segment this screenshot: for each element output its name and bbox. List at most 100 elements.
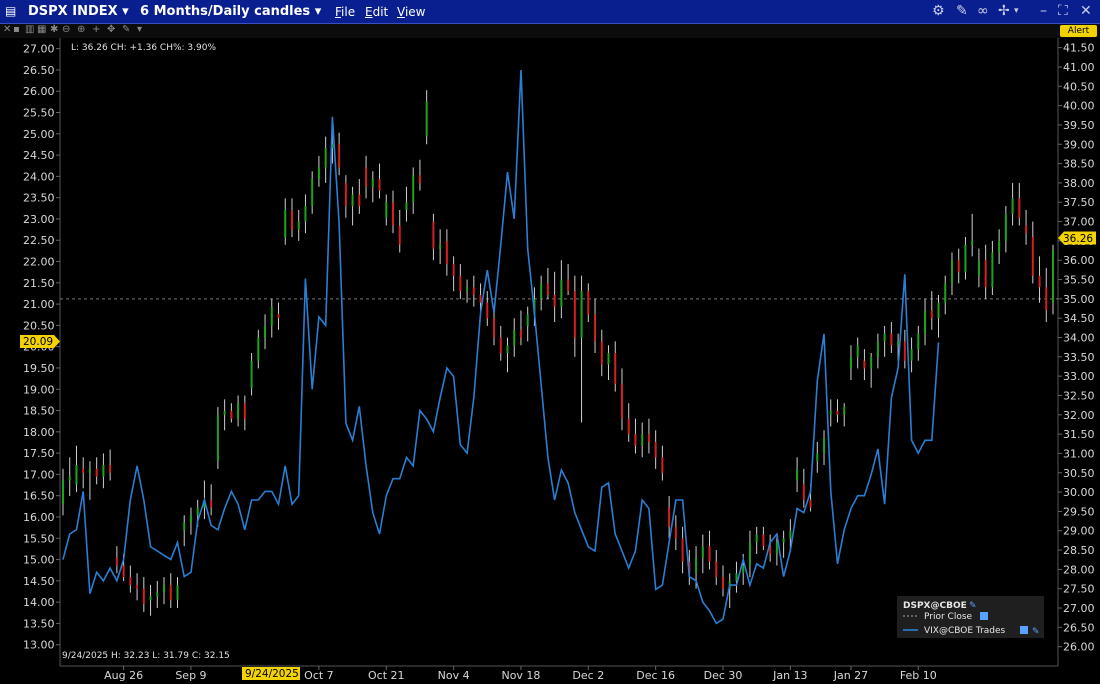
candle <box>681 526 684 574</box>
left-tick-label: 14.00 <box>23 596 55 609</box>
candle <box>297 209 300 241</box>
candle <box>344 175 347 218</box>
maximize-icon[interactable]: ⛶ <box>1058 3 1068 19</box>
candle <box>964 237 967 280</box>
move-icon[interactable]: ✥ <box>107 24 116 35</box>
x-tick-label: Dec 2 <box>572 669 604 682</box>
candle <box>115 546 118 574</box>
grid-icon[interactable]: ▦ <box>37 24 47 35</box>
zoom-in-icon[interactable]: ⊕ <box>77 24 86 35</box>
left-tick-label: 21.50 <box>23 277 55 290</box>
crosshair-readout: 9/24/2025 H: 32.23 L: 31.79 C: 32.15 <box>62 651 230 661</box>
zoom-out-icon[interactable]: ⊖ <box>62 24 71 35</box>
candle <box>971 213 974 257</box>
right-tick-label: 26.00 <box>1063 641 1095 654</box>
left-tick-label: 19.50 <box>23 362 55 375</box>
search-icon[interactable]: ⚙ <box>932 3 945 19</box>
candle <box>95 457 98 485</box>
wrench-icon[interactable]: ✎ <box>956 3 968 19</box>
candle <box>264 314 267 350</box>
chevron-down-icon[interactable]: ▾ <box>1014 6 1019 16</box>
candle <box>910 337 913 373</box>
draw-icon[interactable]: ✎ <box>122 24 131 35</box>
candle <box>493 306 496 346</box>
crosshair-icon[interactable]: + <box>92 24 101 35</box>
candle <box>183 515 186 547</box>
candle <box>897 333 900 361</box>
close-icon[interactable]: ✕ <box>1080 3 1092 19</box>
candle <box>163 577 166 605</box>
chart-toolbar: ✕ ▪ ▥ ▦ ✱ ⊖ ⊕ + ✥ ✎ ▾ <box>0 24 1100 38</box>
right-tick-label: 30.00 <box>1063 486 1095 499</box>
candle <box>944 275 947 315</box>
candle <box>567 264 570 295</box>
crosshair-date-tag: 9/24/2025 <box>242 667 300 680</box>
candle <box>614 341 617 392</box>
candle <box>573 275 576 357</box>
candle <box>210 484 213 516</box>
symbol-selector[interactable]: DSPX INDEX ▾ <box>28 4 129 19</box>
left-tick-label: 16.50 <box>23 490 55 503</box>
candle <box>769 534 772 562</box>
left-tick-label: 26.50 <box>23 64 55 77</box>
candle <box>762 526 765 551</box>
candle <box>466 279 469 303</box>
menu-view[interactable]: View <box>397 5 426 19</box>
menu-edit[interactable]: Edit <box>365 5 389 19</box>
candle <box>486 291 489 326</box>
left-tick-label: 19.00 <box>23 383 55 396</box>
candle <box>156 580 159 609</box>
prior-close-checkbox[interactable] <box>980 612 988 620</box>
candle <box>290 198 293 238</box>
right-tick-label: 38.50 <box>1063 158 1095 171</box>
candle <box>594 298 597 353</box>
right-tick-label: 31.00 <box>1063 447 1095 460</box>
candle <box>304 194 307 234</box>
candle <box>1038 256 1041 303</box>
candle <box>324 136 327 183</box>
candle <box>109 449 112 481</box>
candle <box>984 244 987 299</box>
candle <box>136 573 139 601</box>
candle <box>75 445 78 493</box>
menu-file[interactable]: File <box>335 5 356 19</box>
right-tick-label: 35.50 <box>1063 274 1095 287</box>
link-icon[interactable]: ∞ <box>977 3 989 19</box>
legend-edit-icon[interactable]: ✎ <box>969 601 977 611</box>
minimize-icon[interactable]: – <box>1040 3 1047 19</box>
left-tick-label: 16.00 <box>23 511 55 524</box>
bar-chart-icon[interactable]: ▥ <box>25 24 35 35</box>
x-tick-label: Jan 13 <box>772 669 807 682</box>
legend: DSPX@CBOE ✎ Prior Close VIX@CBOE Trades … <box>897 596 1044 638</box>
left-tick-label: 17.00 <box>23 468 55 481</box>
candle <box>546 267 549 299</box>
save-icon[interactable]: ▪ <box>13 24 20 35</box>
settings-icon[interactable]: ✱ <box>50 24 59 35</box>
left-current-tag: 20.09 <box>20 335 60 348</box>
candle <box>876 333 879 369</box>
close-panel-icon[interactable]: ✕ <box>3 24 12 35</box>
candle <box>991 240 994 295</box>
candle <box>88 461 91 500</box>
candle <box>230 403 233 423</box>
pin-icon[interactable]: ✢ <box>998 3 1010 19</box>
candle <box>392 190 394 234</box>
alert-button[interactable]: Alert <box>1060 25 1097 37</box>
x-tick-label: Oct 7 <box>304 669 334 682</box>
candle <box>452 256 455 292</box>
period-selector[interactable]: 6 Months/Daily candles ▾ <box>140 4 322 19</box>
more-icon[interactable]: ▾ <box>137 24 143 35</box>
candle <box>398 209 401 253</box>
candle <box>439 229 442 265</box>
legend-vix-edit-icon[interactable]: ✎ <box>1032 627 1040 637</box>
candle <box>930 291 933 330</box>
price-chart[interactable]: 13.00 13.50 14.00 14.50 15.00 15.50 16.00 16.50… <box>0 38 1100 684</box>
candle <box>950 252 953 295</box>
right-current-tag: 36.26 <box>1058 231 1096 245</box>
vix-checkbox[interactable] <box>1020 626 1028 634</box>
candle <box>890 322 893 353</box>
left-tick-label: 22.00 <box>23 256 55 269</box>
x-tick-label: Oct 21 <box>368 669 405 682</box>
candle <box>553 271 556 323</box>
candle <box>358 179 361 214</box>
